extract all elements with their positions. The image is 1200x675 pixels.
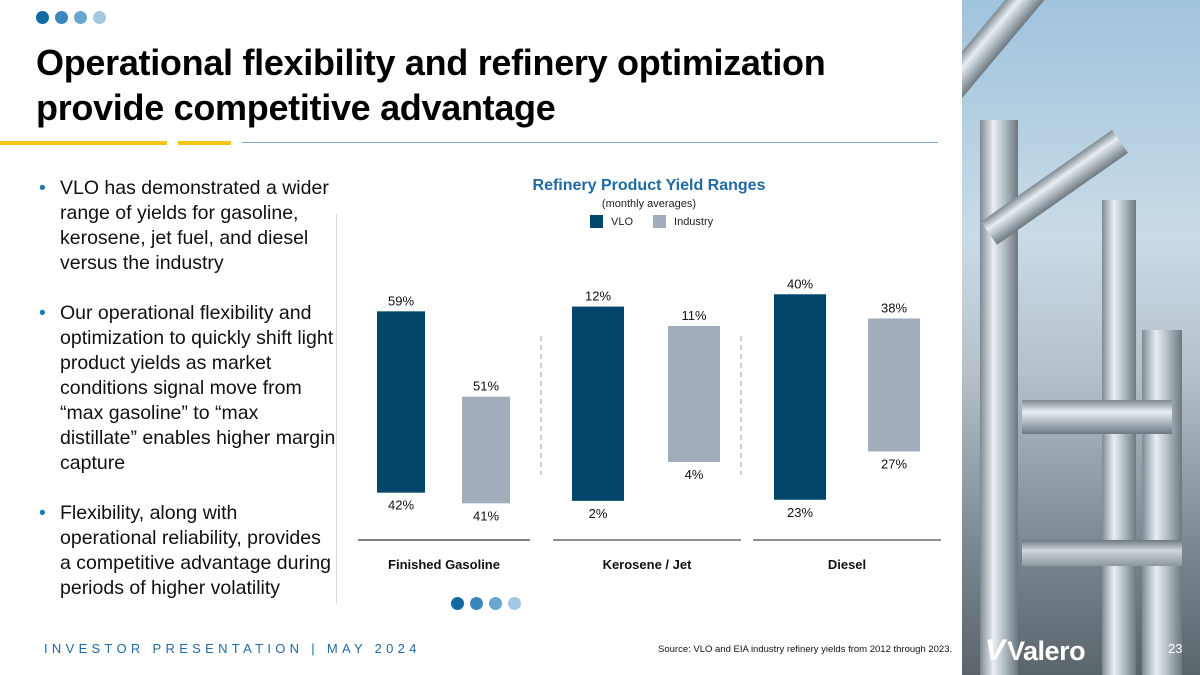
range-bar-vlo [572, 306, 624, 501]
column-divider [336, 214, 337, 604]
yield-range-chart: Finished Gasoline 59% 42% 51% 41% Kerosene / … [358, 276, 941, 572]
data-label-high: 51% [473, 379, 499, 394]
title-divider [242, 142, 938, 143]
range-bar-industry [462, 396, 510, 504]
page-number: 23 [1168, 641, 1183, 656]
data-label-low: 23% [787, 505, 813, 520]
data-label-high: 59% [388, 293, 414, 308]
dot-icon [93, 11, 106, 24]
logo-text: Valero [1007, 635, 1086, 666]
data-label-high: 11% [681, 308, 706, 323]
valero-v-icon: V [985, 634, 1006, 667]
decorative-dots [451, 597, 521, 610]
bullet-dot-icon: • [39, 502, 46, 524]
title-underline-yellow [0, 141, 167, 145]
bullet-text: Flexibility, along with operational reli… [60, 502, 332, 599]
dot-icon [508, 597, 521, 610]
legend-item-vlo: VLO [590, 215, 633, 228]
footer-presentation-label: INVESTOR PRESENTATION | MAY 2024 [44, 641, 421, 656]
category-label: Kerosene / Jet [603, 557, 693, 572]
legend-label: Industry [674, 215, 714, 228]
bullet-dot-icon: • [39, 177, 46, 199]
data-label-low: 2% [589, 506, 608, 521]
legend-item-industry: Industry [653, 215, 713, 228]
category-label: Finished Gasoline [388, 557, 500, 572]
data-label-low: 42% [388, 498, 414, 513]
range-bar-vlo [377, 311, 425, 493]
dot-icon [36, 11, 49, 24]
bullet-text: VLO has demonstrated a wider range of yi… [60, 177, 329, 274]
range-bar-vlo [774, 294, 826, 500]
data-label-low: 4% [685, 467, 704, 482]
source-note: Source: VLO and EIA industry refinery yi… [658, 644, 953, 655]
bullet-item: • Our operational flexibility and optimiz… [36, 301, 336, 476]
bullet-item: • Flexibility, along with operational rel… [36, 501, 336, 601]
legend-swatch-industry [653, 215, 667, 228]
data-label-high: 40% [787, 276, 813, 291]
title-underline-yellow-short [178, 141, 231, 145]
bullet-text: Our operational flexibility and optimiza… [60, 302, 336, 474]
category-label: Diesel [828, 557, 866, 572]
legend-swatch-vlo [590, 215, 603, 228]
dot-icon [451, 597, 464, 610]
bullet-dot-icon: • [39, 302, 46, 324]
data-label-high: 38% [881, 300, 907, 315]
legend-label: VLO [611, 215, 634, 228]
dot-icon [55, 11, 68, 24]
decorative-dots [36, 11, 106, 24]
chart-subtitle: (monthly averages) [601, 198, 697, 210]
chart-title: Refinery Product Yield Ranges [532, 177, 766, 194]
data-label-high: 12% [585, 289, 611, 304]
data-label-low: 41% [473, 508, 499, 523]
range-bar-industry [668, 326, 720, 462]
range-bar-industry [868, 318, 920, 452]
bullet-list: • VLO has demonstrated a wider range of y… [36, 176, 336, 626]
dot-icon [74, 11, 87, 24]
valero-logo: V Valero [985, 634, 1086, 668]
chart-legend: VLO Industry [590, 215, 733, 228]
bullet-item: • VLO has demonstrated a wider range of y… [36, 176, 336, 276]
dot-icon [489, 597, 502, 610]
data-label-low: 27% [881, 456, 907, 471]
refinery-pipes-photo [962, 0, 1200, 675]
page-title: Operational flexibility and refinery opt… [36, 42, 826, 128]
dot-icon [470, 597, 483, 610]
